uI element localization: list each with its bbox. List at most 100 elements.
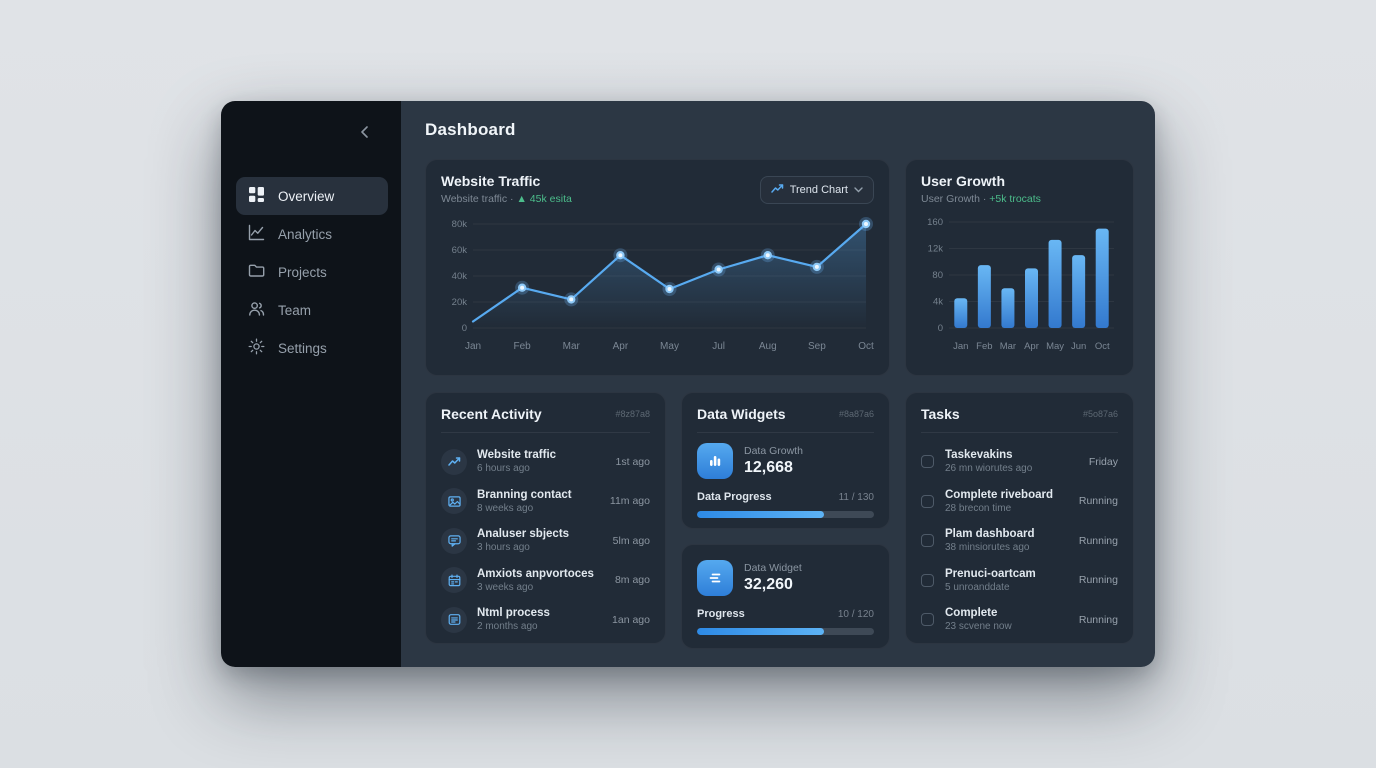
task-checkbox[interactable] <box>921 494 934 508</box>
svg-text:0: 0 <box>938 323 943 334</box>
chevron-left-icon <box>359 125 371 144</box>
progress-bar <box>697 628 874 635</box>
svg-text:Oct: Oct <box>858 341 874 352</box>
svg-text:12k: 12k <box>928 244 944 255</box>
activity-time: 8m ago <box>614 574 650 587</box>
progress-fill <box>697 628 825 635</box>
activity-time: 5lm ago <box>612 534 650 547</box>
card-subtitle: User Growth · +5k trocats <box>921 193 1041 205</box>
widget-label: Data Widget <box>744 562 802 574</box>
list-icon <box>697 560 733 596</box>
svg-text:Mar: Mar <box>563 341 581 352</box>
sidebar-item-label: Settings <box>278 340 327 356</box>
task-status: Running <box>1078 574 1118 587</box>
activity-time: 1an ago <box>612 613 650 626</box>
card-title: Recent Activity <box>441 406 542 422</box>
progress-label: Progress <box>697 608 745 620</box>
svg-text:4k: 4k <box>933 297 943 308</box>
task-status: Running <box>1078 613 1118 626</box>
dashboard-window: Overview Analytics Projects Team <box>221 101 1155 667</box>
svg-text:20k: 20k <box>452 297 468 308</box>
svg-text:Jun: Jun <box>1071 341 1086 352</box>
card-code: #5o87a6 <box>1082 409 1118 419</box>
sidebar-item-settings[interactable]: Settings <box>236 329 388 367</box>
activity-row[interactable]: Analuser sbjects 3 hours ago 5lm ago <box>441 521 650 561</box>
progress-bar <box>697 511 874 518</box>
dashboard-grid-icon <box>248 186 265 206</box>
svg-text:Feb: Feb <box>976 341 992 352</box>
svg-text:May: May <box>660 341 679 352</box>
data-widget-card: Data Widget 32,260 Progress 10 / 120 <box>681 544 890 649</box>
card-title: Website Traffic <box>441 173 541 189</box>
card-title: Data Widgets <box>697 406 786 422</box>
sidebar-item-label: Team <box>278 302 312 318</box>
activity-time: 11m ago <box>609 495 650 508</box>
svg-text:Sep: Sep <box>808 341 826 352</box>
widget-label: Data Growth <box>744 445 803 457</box>
task-checkbox[interactable] <box>921 573 934 587</box>
task-row[interactable]: Prenuci-oartcam 5 unroanddate Running <box>921 561 1118 601</box>
task-checkbox[interactable] <box>921 455 934 469</box>
activity-row[interactable]: Amxiots anpvortoces 3 weeks ago 8m ago <box>441 561 650 601</box>
svg-text:0: 0 <box>462 323 467 334</box>
gear-icon <box>248 338 265 358</box>
svg-text:Apr: Apr <box>613 341 629 352</box>
svg-text:80k: 80k <box>452 219 468 230</box>
svg-text:Jan: Jan <box>465 341 481 352</box>
svg-text:Mar: Mar <box>1000 341 1016 352</box>
activity-row[interactable]: Branning contact 8 weeks ago 11m ago <box>441 482 650 522</box>
progress-value: 11 / 130 <box>838 491 874 503</box>
card-code: #8z87a8 <box>615 409 650 419</box>
svg-text:40k: 40k <box>452 271 468 282</box>
website-traffic-line-chart: 0 20k 40k 60k 80k Jan Feb Mar Apr May Jul Aug Sep Oct <box>452 217 874 352</box>
task-row[interactable]: Complete 23 scvene now Running <box>921 600 1118 640</box>
divider <box>921 432 1118 433</box>
svg-text:Apr: Apr <box>1024 341 1039 352</box>
page-title: Dashboard <box>425 120 516 139</box>
card-title: Tasks <box>921 406 960 422</box>
sidebar-item-analytics[interactable]: Analytics <box>236 215 388 253</box>
analytics-chart-icon <box>248 224 265 244</box>
task-status: Running <box>1078 534 1118 547</box>
sidebar-item-projects[interactable]: Projects <box>236 253 388 291</box>
task-row[interactable]: Complete riveboard 28 brecon time Runnin… <box>921 482 1118 522</box>
trend-chart-button[interactable]: Trend Chart <box>759 176 874 204</box>
svg-text:80: 80 <box>932 270 943 281</box>
trend-up-icon <box>441 448 467 475</box>
chevron-down-icon <box>854 184 863 196</box>
image-icon <box>441 488 467 515</box>
sidebar-item-overview[interactable]: Overview <box>236 177 388 215</box>
task-checkbox[interactable] <box>921 613 934 627</box>
sidebar-nav: Overview Analytics Projects Team <box>236 177 388 367</box>
svg-text:160: 160 <box>927 217 943 228</box>
task-row[interactable]: Taskevakins 26 mn wiorutes ago Friday <box>921 442 1118 482</box>
activity-row[interactable]: Ntml process 2 months ago 1an ago <box>441 600 650 640</box>
website-traffic-card: Website Traffic Website traffic · ▲ 45k … <box>425 159 890 376</box>
trend-up-icon <box>770 183 784 197</box>
sidebar-item-team[interactable]: Team <box>236 291 388 329</box>
svg-text:Feb: Feb <box>514 341 532 352</box>
progress-fill <box>697 511 825 518</box>
card-title: User Growth <box>921 173 1006 189</box>
task-row[interactable]: Plam dashboard 38 minsiorutes ago Runnin… <box>921 521 1118 561</box>
task-checkbox[interactable] <box>921 534 934 548</box>
data-widgets-card: Data Widgets #8a87a6 Data Growth 12,668 <box>681 392 890 529</box>
user-growth-card: User Growth User Growth · +5k trocats 0 4… <box>905 159 1134 376</box>
calendar-icon <box>441 567 467 594</box>
activity-row[interactable]: Website traffic 6 hours ago 1st ago <box>441 442 650 482</box>
growth-delta: +5k trocats <box>989 193 1041 205</box>
divider <box>697 432 874 433</box>
user-growth-bar-chart: 0 4k 80 12k 160 Jan Feb Mar Apr May Jun Oct <box>927 217 1114 352</box>
progress-label: Data Progress <box>697 491 772 503</box>
users-icon <box>248 300 265 320</box>
svg-text:May: May <box>1046 341 1064 352</box>
card-subtitle: Website traffic · ▲ 45k esita <box>441 193 572 205</box>
divider <box>441 432 650 433</box>
task-status: Friday <box>1088 455 1118 468</box>
sidebar: Overview Analytics Projects Team <box>221 101 401 667</box>
folder-icon <box>248 262 265 282</box>
task-status: Running <box>1078 495 1118 508</box>
sidebar-collapse-button[interactable] <box>354 123 376 145</box>
recent-activity-card: Recent Activity #8z87a8 Website traffic … <box>425 392 666 644</box>
svg-text:Jul: Jul <box>712 341 725 352</box>
